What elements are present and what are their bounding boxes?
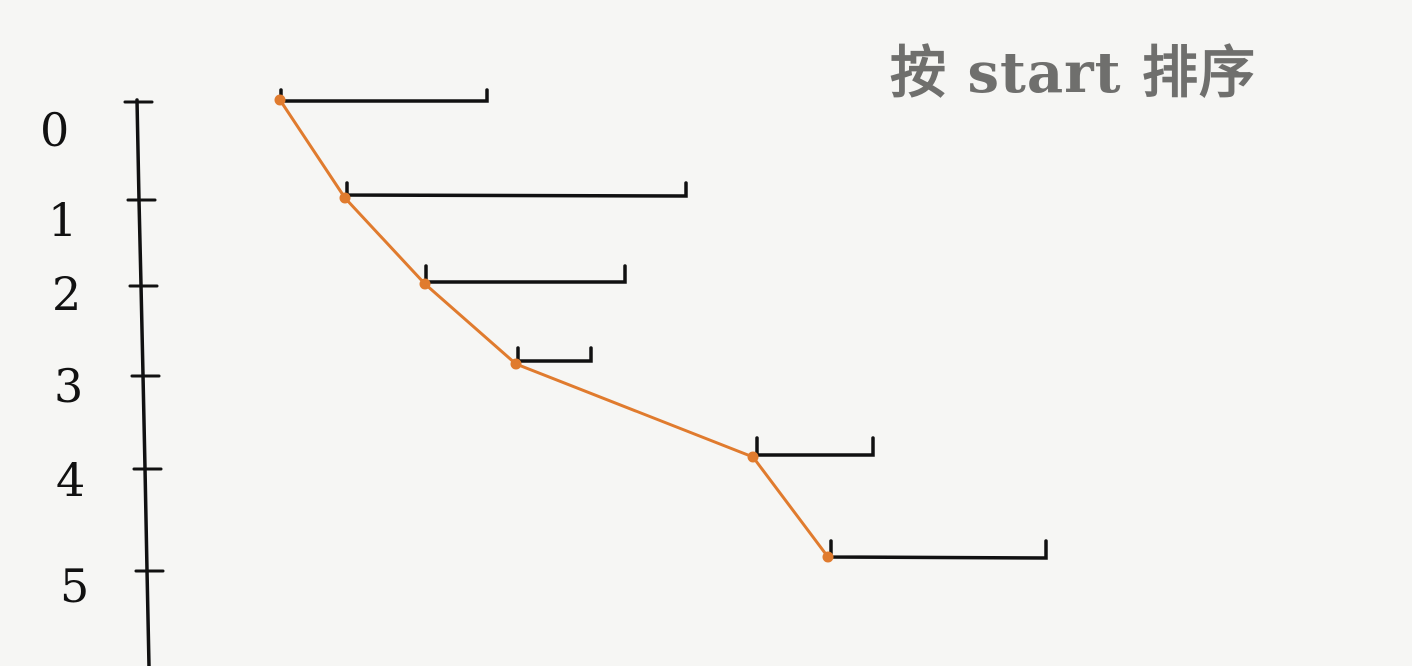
interval-4 [755, 436, 875, 457]
start-point [274, 94, 286, 106]
start-point [822, 551, 834, 563]
interval-1 [345, 181, 688, 198]
start-point [339, 192, 351, 204]
start-points [274, 94, 834, 563]
row-label-3: 3 [54, 359, 83, 413]
row-label-2: 2 [52, 267, 81, 321]
interval-segments [279, 88, 1048, 560]
diagram-title: 按 start 排序 [890, 40, 1257, 106]
interval-2 [424, 264, 627, 284]
vertical-axis [135, 98, 151, 666]
row-label-5: 5 [60, 559, 89, 613]
start-point [510, 358, 522, 370]
row-labels: 0 1 2 3 4 5 [40, 103, 89, 613]
start-point [419, 278, 431, 290]
row-label-0: 0 [40, 103, 69, 157]
interval-3 [516, 346, 593, 363]
row-label-4: 4 [56, 453, 85, 507]
interval-5 [829, 539, 1048, 560]
axis-ticks [123, 100, 165, 573]
start-point [747, 451, 759, 463]
start-path-line [278, 98, 830, 559]
row-label-1: 1 [48, 193, 77, 247]
interval-0 [279, 88, 489, 103]
